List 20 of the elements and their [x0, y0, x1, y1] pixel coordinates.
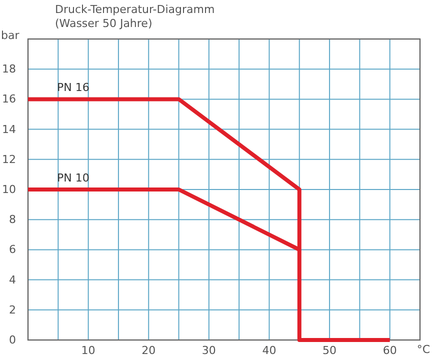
- chart-title: Druck-Temperatur-Diagramm: [55, 3, 215, 16]
- y-tick-label: 0: [9, 334, 16, 347]
- y-tick-label: 16: [2, 92, 16, 106]
- x-tick-label: 60: [382, 344, 397, 357]
- y-axis-title: bar: [1, 29, 20, 42]
- y-tick-label: 14: [2, 122, 16, 136]
- y-tick-label: 8: [9, 213, 16, 226]
- y-tick-label: 10: [2, 183, 16, 196]
- y-tick-label: 18: [2, 62, 16, 76]
- y-tick-label: 2: [9, 303, 16, 316]
- x-tick-label: 40: [262, 344, 276, 357]
- x-axis-title: °C: [416, 343, 430, 356]
- x-tick-label: 10: [81, 344, 96, 357]
- y-tick-label: 4: [9, 273, 16, 286]
- x-tick-label: 20: [142, 344, 156, 357]
- y-tick-label: 12: [2, 152, 16, 166]
- x-tick-label: 30: [202, 344, 216, 357]
- chart-subtitle: (Wasser 50 Jahre): [55, 17, 152, 30]
- y-tick-label: 6: [9, 243, 16, 256]
- x-tick-label: 50: [322, 344, 337, 357]
